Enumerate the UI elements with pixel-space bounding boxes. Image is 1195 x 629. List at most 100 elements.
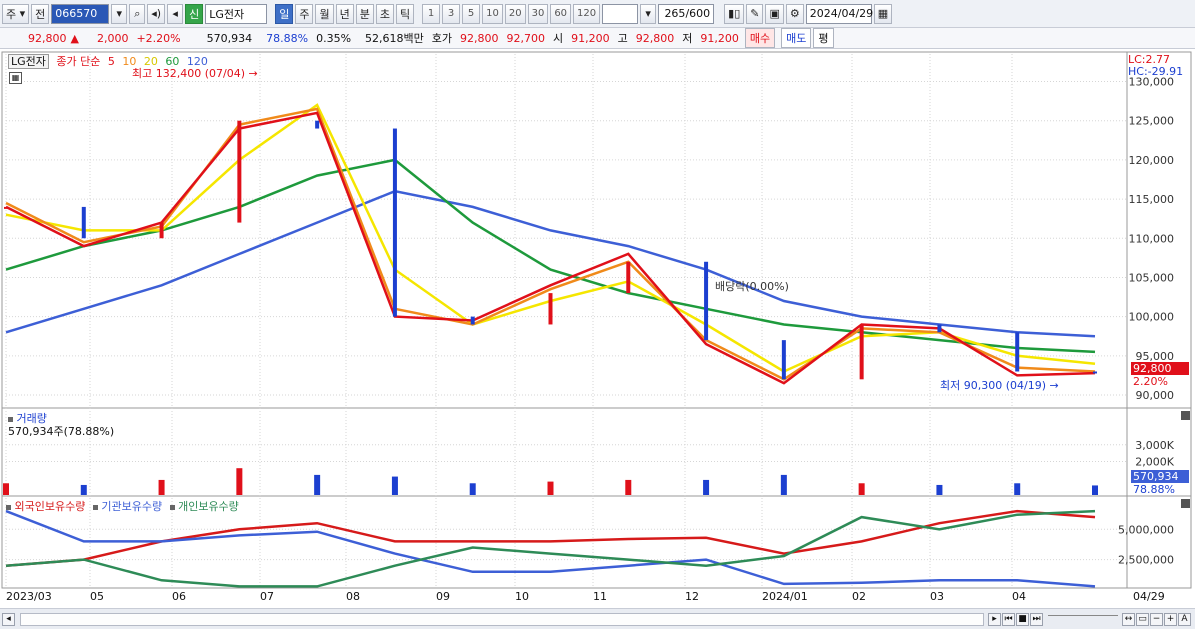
open-price: 91,200	[571, 31, 610, 45]
volume-bar	[158, 479, 165, 495]
ma5-label: 5	[107, 55, 115, 68]
stock-name-field[interactable]: LG전자	[205, 3, 268, 24]
count-input[interactable]: 265/600	[658, 3, 715, 24]
volume-bar	[236, 468, 243, 495]
period-minute[interactable]: 분	[355, 3, 374, 24]
individual-legend-marker	[169, 504, 175, 510]
price-y-tick-label: 120,000	[1129, 154, 1175, 167]
grid-toggle-icon[interactable]: ▦	[9, 72, 22, 84]
chart-area[interactable]: 130,000 125,000 120,000 115,000 110,000 105,0…	[0, 50, 1195, 629]
first-page-icon[interactable]: ⏮	[1002, 612, 1015, 626]
chart-canvas[interactable]: 130,000125,000120,000115,000110,000105,0…	[0, 50, 1195, 608]
save-icon[interactable]: ▣	[765, 3, 784, 24]
code-dropdown-icon[interactable]: ▾	[111, 3, 128, 24]
stock-tag[interactable]: LG전자	[8, 54, 49, 69]
open-label: 시	[553, 32, 564, 45]
price-candle	[859, 324, 864, 380]
chart-scrollbar: ◂ ▸ ⏮ ■ ⏭ ↔ ▭ − + A	[0, 608, 1195, 629]
toolbar: 주 ▾ 전 066570 ▾ ⌕ ◂) ◂ 신 LG전자 일 주 월 년 분 초…	[0, 0, 1195, 28]
speaker-icon[interactable]: ◂)	[147, 3, 166, 24]
period-week[interactable]: 주	[295, 3, 314, 24]
holdings-y-tick-label: 5,000,000	[1118, 523, 1174, 536]
legend-foreign: 외국인보유수량	[14, 500, 86, 513]
search-icon[interactable]: ⌕	[129, 3, 146, 24]
next-page-icon[interactable]: ⏭	[1030, 612, 1043, 626]
bid-price: 92,700	[506, 31, 546, 45]
calendar-icon[interactable]: ▦	[873, 3, 893, 24]
high-price: 92,800	[635, 31, 675, 45]
average-button[interactable]: 평	[813, 28, 834, 48]
x-label: 09	[436, 590, 450, 603]
scroll-left-icon[interactable]: ◂	[2, 612, 15, 626]
font-size-icon[interactable]: A	[1178, 612, 1191, 626]
volume-y-tick-label: 2,000K	[1135, 456, 1174, 469]
volume-bar	[80, 484, 87, 495]
candle-style-icon[interactable]: ▮▯	[724, 3, 745, 24]
sell-button[interactable]: 매도	[781, 28, 812, 48]
lc-label: LC:2.77	[1128, 53, 1171, 66]
period-tick[interactable]: 틱	[395, 3, 415, 24]
low-price: 91,200	[700, 31, 739, 45]
x-label: 02	[852, 590, 866, 603]
price-panel-legend: LG전자 종가 단순 5 10 20 60 120	[8, 53, 212, 69]
volume-bar	[858, 483, 865, 495]
price-y-tick-label: 115,000	[1129, 193, 1175, 206]
volume-y-tick-label: 3,000K	[1135, 439, 1174, 452]
x-axis: 2023/03 05 06 07 08 09 10 11 12 2024/01 …	[0, 590, 1195, 606]
price-change: 2,000	[96, 31, 129, 45]
stop-icon[interactable]: ■	[1016, 612, 1029, 626]
volume-bar	[1014, 483, 1021, 495]
ma60-label: 60	[165, 55, 180, 68]
price-candle	[1093, 371, 1097, 374]
x-label: 2024/01	[762, 590, 808, 603]
date-field[interactable]: 2024/04/29	[805, 3, 873, 24]
zoom-fit-icon[interactable]: ↔	[1122, 612, 1135, 626]
buy-button[interactable]: 매수	[744, 28, 776, 48]
current-pct-tag: 2.20%	[1133, 375, 1168, 388]
volume-ratio: 78.88%	[266, 31, 309, 45]
volume-current-tag: 570,934	[1131, 470, 1189, 483]
draw-tool-icon[interactable]: ✎	[746, 3, 764, 24]
period-day[interactable]: 일	[275, 3, 294, 24]
x-label: 2023/03	[6, 590, 52, 603]
stock-code-input[interactable]: 066570	[51, 3, 110, 24]
interval-20[interactable]: 20	[504, 3, 526, 24]
volume-panel-close-icon[interactable]	[1181, 411, 1190, 420]
period-month[interactable]: 월	[315, 3, 334, 24]
x-label: 06	[172, 590, 186, 603]
scroll-track[interactable]	[20, 612, 984, 626]
period-second[interactable]: 초	[375, 3, 394, 24]
price-y-tick-label: 90,000	[1136, 389, 1175, 402]
interval-30[interactable]: 30	[527, 3, 549, 24]
price-y-tick-label: 95,000	[1136, 350, 1175, 363]
interval-120[interactable]: 120	[573, 3, 601, 24]
prev-button[interactable]: 전	[31, 3, 50, 24]
scroll-right-icon[interactable]: ▸	[988, 612, 1001, 626]
interval-3[interactable]: 3	[442, 3, 461, 24]
current-price: 92,800	[28, 31, 67, 45]
gear-icon[interactable]: ⚙	[785, 3, 804, 24]
hc-label: HC:-29.91	[1128, 65, 1184, 78]
zoom-slider[interactable]	[1048, 615, 1118, 623]
bid-label: 호가	[431, 32, 453, 45]
interval-60[interactable]: 60	[550, 3, 572, 24]
x-label: 10	[515, 590, 529, 603]
interval-5[interactable]: 5	[462, 3, 481, 24]
institution-holdings-line	[5, 509, 1096, 588]
interval-10[interactable]: 10	[482, 3, 503, 24]
holdings-legend: 외국인보유수량 기관보유수량 개인보유수량	[6, 498, 239, 514]
volume-bar	[469, 483, 476, 495]
interval-custom-input[interactable]	[602, 3, 639, 24]
period-year[interactable]: 년	[335, 3, 354, 24]
interval-1[interactable]: 1	[422, 3, 441, 24]
interval-dropdown-icon[interactable]: ▾	[640, 3, 657, 24]
zoom-100-icon[interactable]: ▭	[1136, 612, 1149, 626]
price-y-tick-label: 110,000	[1129, 232, 1175, 245]
prev-stock-icon[interactable]: ◂	[167, 3, 184, 24]
zoom-out-icon[interactable]: −	[1150, 612, 1163, 626]
zoom-in-icon[interactable]: +	[1164, 612, 1177, 626]
volume-bar	[314, 474, 321, 495]
market-type-select[interactable]: 주 ▾	[2, 3, 30, 24]
holdings-panel-close-icon[interactable]	[1181, 499, 1190, 508]
price-candle	[704, 261, 709, 341]
